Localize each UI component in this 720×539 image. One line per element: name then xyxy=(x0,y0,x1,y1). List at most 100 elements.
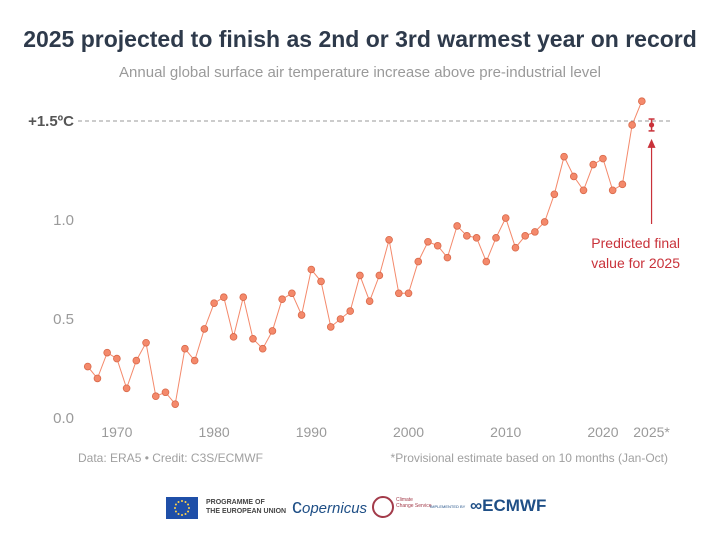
data-source: Data: ERA5 • Credit: C3S/ECMWF xyxy=(78,451,263,465)
data-point xyxy=(638,97,646,105)
copernicus-text: opernicus xyxy=(302,500,368,517)
data-point xyxy=(540,218,549,226)
eu-star xyxy=(184,500,187,503)
ecmwf-text: ECMWF xyxy=(482,496,547,515)
x-tick-label: 1990 xyxy=(296,424,327,440)
logo-bar: PROGRAMME OF THE EUROPEAN UNION copernic… xyxy=(0,494,720,524)
data-point xyxy=(161,388,170,397)
data-point xyxy=(385,236,393,244)
data-point xyxy=(492,234,500,242)
x-tick-label: 2020 xyxy=(587,424,618,440)
data-point xyxy=(278,295,286,304)
data-point xyxy=(122,384,131,393)
c3s-logo-icon xyxy=(372,496,394,518)
eu-line-1: PROGRAMME OF xyxy=(206,499,265,506)
data-point xyxy=(268,327,277,335)
data-point xyxy=(346,307,354,315)
data-point xyxy=(608,186,617,195)
eu-star xyxy=(177,500,180,503)
data-point xyxy=(569,172,578,181)
x-tick-label: 1970 xyxy=(101,424,132,440)
data-point xyxy=(171,400,180,408)
temperature-chart: 0.0 0.5 1.0 +1.5ºC 1970 1980 1990 2000 2010 2020 2… xyxy=(28,97,680,440)
data-point xyxy=(560,152,568,161)
data-point xyxy=(210,299,218,307)
y-tick-label: 0.0 xyxy=(53,410,74,427)
eu-star xyxy=(187,510,190,513)
data-point xyxy=(628,121,636,129)
data-point xyxy=(531,228,539,236)
data-point xyxy=(433,241,442,250)
y-tick-label: 1.0 xyxy=(53,212,74,229)
data-point xyxy=(501,214,510,222)
data-point xyxy=(414,257,423,266)
data-point xyxy=(336,315,345,323)
data-point xyxy=(142,338,150,347)
data-point xyxy=(550,190,559,199)
data-point xyxy=(356,271,364,280)
provisional-note: *Provisional estimate based on 10 months… xyxy=(390,451,668,465)
eu-star xyxy=(187,503,190,506)
data-point xyxy=(132,356,141,365)
series-line xyxy=(87,101,643,406)
data-point xyxy=(618,180,627,189)
data-point xyxy=(229,333,238,341)
eu-star xyxy=(174,503,177,506)
data-point xyxy=(404,289,413,298)
data-point xyxy=(113,354,121,363)
eu-programme-text: PROGRAMME OF THE EUROPEAN UNION xyxy=(206,498,286,516)
data-point xyxy=(511,243,520,252)
c3s-line-1: Climate xyxy=(396,497,413,503)
data-point xyxy=(297,311,306,319)
eu-star xyxy=(181,500,183,502)
annotation-arrow-head xyxy=(647,138,656,148)
c3s-text: Climate Change Service xyxy=(396,497,432,509)
x-tick-label: 1980 xyxy=(199,424,230,440)
data-point xyxy=(181,344,189,353)
data-point xyxy=(375,271,384,280)
eu-flag-icon xyxy=(166,497,198,519)
data-point xyxy=(579,186,588,195)
eu-star xyxy=(174,510,177,513)
annotation-line-2: value for 2025 xyxy=(591,255,680,271)
data-point xyxy=(443,253,452,262)
data-point xyxy=(395,289,403,298)
data-point xyxy=(599,154,607,163)
data-point xyxy=(317,277,325,286)
data-point xyxy=(200,325,209,333)
y-tick-label: +1.5ºC xyxy=(28,113,74,130)
data-point xyxy=(326,323,335,331)
data-point xyxy=(453,222,461,230)
c3s-line-2: Change Service xyxy=(396,503,432,509)
data-point xyxy=(258,344,267,353)
data-point xyxy=(249,334,257,343)
data-point xyxy=(472,234,481,242)
eu-star xyxy=(181,514,183,516)
chart-title: 2025 projected to finish as 2nd or 3rd w… xyxy=(23,26,697,52)
data-point xyxy=(365,297,374,305)
eu-line-2: THE EUROPEAN UNION xyxy=(206,508,287,515)
data-point xyxy=(93,374,102,383)
annotation-line-1: Predicted final xyxy=(591,235,680,251)
data-point xyxy=(83,362,92,371)
implemented-by-text: IMPLEMENTED BY xyxy=(430,504,466,509)
data-point xyxy=(424,237,432,246)
ecmwf-logo: ∞ECMWF xyxy=(470,496,547,515)
data-point xyxy=(151,392,160,401)
data-point xyxy=(307,265,316,274)
eu-star xyxy=(184,513,187,516)
eu-star xyxy=(188,507,190,509)
data-point xyxy=(103,348,111,357)
chart-subtitle: Annual global surface air temperature in… xyxy=(119,64,601,81)
copernicus-logo: copernicus xyxy=(292,496,368,518)
data-point xyxy=(220,293,228,302)
data-point xyxy=(239,293,248,302)
data-point xyxy=(288,289,296,298)
data-point xyxy=(589,160,598,169)
data-point xyxy=(521,232,529,240)
data-point xyxy=(190,356,199,365)
eu-star xyxy=(177,513,180,516)
data-point xyxy=(463,232,471,240)
data-point xyxy=(482,257,491,266)
estimate-point xyxy=(648,122,655,128)
